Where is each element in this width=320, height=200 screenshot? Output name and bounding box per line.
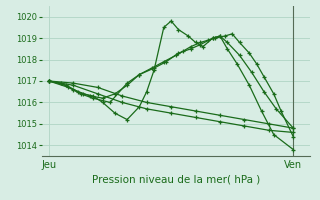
X-axis label: Pression niveau de la mer( hPa ): Pression niveau de la mer( hPa )	[92, 174, 260, 184]
